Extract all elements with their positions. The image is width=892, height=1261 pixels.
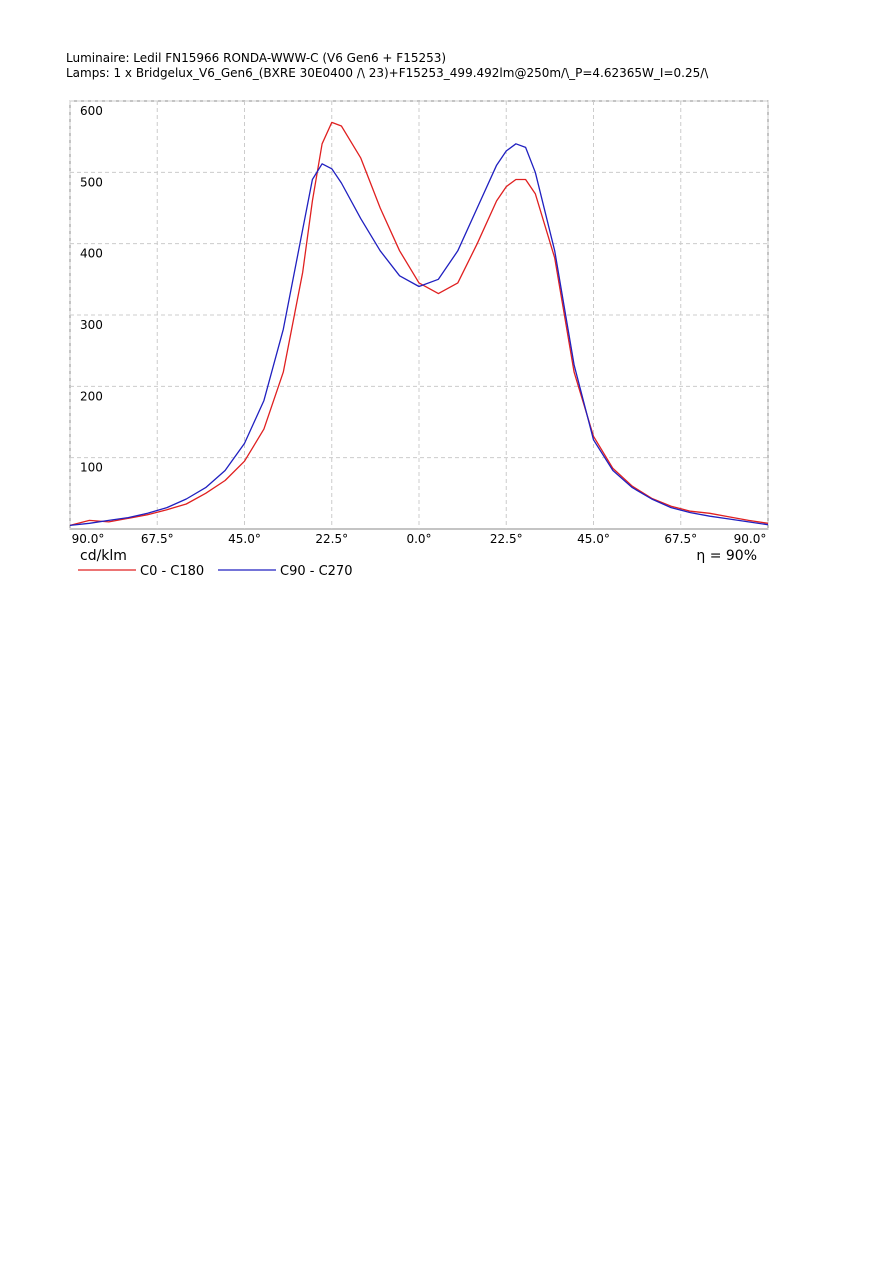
x-tick-label: 45.0° [577, 532, 610, 546]
y-axis-label: cd/klm [80, 548, 127, 564]
x-tick-label: 90.0° [734, 532, 767, 546]
annotation: η = 90% [696, 548, 757, 564]
y-tick-label: 200 [80, 389, 103, 403]
x-tick-label: 67.5° [664, 532, 697, 546]
series-line [69, 143, 769, 527]
chart-subtitle: Lamps: 1 x Bridgelux_V6_Gen6_(BXRE 30E04… [66, 66, 709, 80]
series-line [69, 121, 769, 527]
x-tick-label: 45.0° [228, 532, 261, 546]
y-tick-label: 600 [80, 104, 103, 118]
y-tick-label: 300 [80, 318, 103, 332]
y-tick-label: 400 [80, 247, 103, 261]
legend-label: C0 - C180 [140, 564, 204, 579]
chart-title: Luminaire: Ledil FN15966 RONDA-WWW-C (V6… [66, 51, 446, 65]
x-tick-label: 0.0° [406, 532, 431, 546]
x-tick-label: 90.0° [72, 532, 105, 546]
x-tick-label: 22.5° [315, 532, 348, 546]
legend-label: C90 - C270 [280, 564, 352, 579]
y-tick-label: 100 [80, 461, 103, 475]
x-tick-label: 22.5° [490, 532, 523, 546]
y-tick-label: 500 [80, 175, 103, 189]
x-tick-label: 67.5° [141, 532, 174, 546]
